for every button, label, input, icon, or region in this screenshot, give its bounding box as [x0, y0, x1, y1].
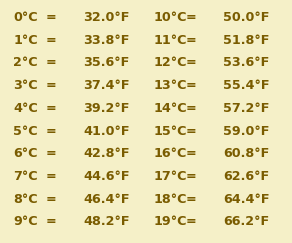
Text: =: = [186, 34, 197, 47]
Text: 12°C: 12°C [153, 56, 187, 69]
Text: 66.2°F: 66.2°F [223, 216, 270, 228]
Text: 18°C: 18°C [153, 193, 187, 206]
Text: 15°C: 15°C [153, 125, 187, 138]
Text: 0°C: 0°C [13, 11, 38, 24]
Text: 16°C: 16°C [153, 147, 187, 160]
Text: 41.0°F: 41.0°F [83, 125, 130, 138]
Text: 19°C: 19°C [153, 216, 187, 228]
Text: 64.4°F: 64.4°F [223, 193, 270, 206]
Text: =: = [46, 170, 56, 183]
Text: =: = [186, 147, 197, 160]
Text: =: = [186, 125, 197, 138]
Text: 57.2°F: 57.2°F [223, 102, 270, 115]
Text: 46.4°F: 46.4°F [83, 193, 130, 206]
Text: 6°C: 6°C [13, 147, 38, 160]
Text: =: = [186, 11, 197, 24]
Text: =: = [46, 56, 56, 69]
Text: 33.8°F: 33.8°F [83, 34, 130, 47]
Text: 4°C: 4°C [13, 102, 38, 115]
Text: 60.8°F: 60.8°F [223, 147, 270, 160]
Text: 1°C: 1°C [13, 34, 38, 47]
Text: =: = [186, 56, 197, 69]
Text: 55.4°F: 55.4°F [223, 79, 270, 92]
Text: 5°C: 5°C [13, 125, 38, 138]
Text: 2°C: 2°C [13, 56, 38, 69]
Text: =: = [46, 34, 56, 47]
Text: 13°C: 13°C [153, 79, 187, 92]
Text: =: = [186, 79, 197, 92]
Text: 44.6°F: 44.6°F [83, 170, 130, 183]
Text: 42.8°F: 42.8°F [83, 147, 130, 160]
Text: 59.0°F: 59.0°F [223, 125, 270, 138]
Text: 51.8°F: 51.8°F [223, 34, 270, 47]
Text: 17°C: 17°C [153, 170, 187, 183]
Text: 9°C: 9°C [13, 216, 38, 228]
Text: 10°C: 10°C [153, 11, 187, 24]
Text: =: = [46, 79, 56, 92]
Text: 7°C: 7°C [13, 170, 38, 183]
Text: 50.0°F: 50.0°F [223, 11, 270, 24]
Text: 48.2°F: 48.2°F [83, 216, 130, 228]
Text: =: = [186, 216, 197, 228]
Text: =: = [46, 216, 56, 228]
Text: =: = [186, 193, 197, 206]
Text: 8°C: 8°C [13, 193, 38, 206]
Text: 53.6°F: 53.6°F [223, 56, 270, 69]
Text: =: = [46, 102, 56, 115]
Text: =: = [46, 11, 56, 24]
Text: 14°C: 14°C [153, 102, 187, 115]
Text: =: = [186, 102, 197, 115]
Text: 11°C: 11°C [153, 34, 187, 47]
Text: 37.4°F: 37.4°F [83, 79, 130, 92]
Text: 62.6°F: 62.6°F [223, 170, 270, 183]
Text: 3°C: 3°C [13, 79, 38, 92]
Text: 35.6°F: 35.6°F [83, 56, 130, 69]
Text: =: = [46, 193, 56, 206]
Text: 39.2°F: 39.2°F [83, 102, 130, 115]
Text: =: = [46, 147, 56, 160]
Text: =: = [186, 170, 197, 183]
Text: 32.0°F: 32.0°F [83, 11, 130, 24]
Text: =: = [46, 125, 56, 138]
